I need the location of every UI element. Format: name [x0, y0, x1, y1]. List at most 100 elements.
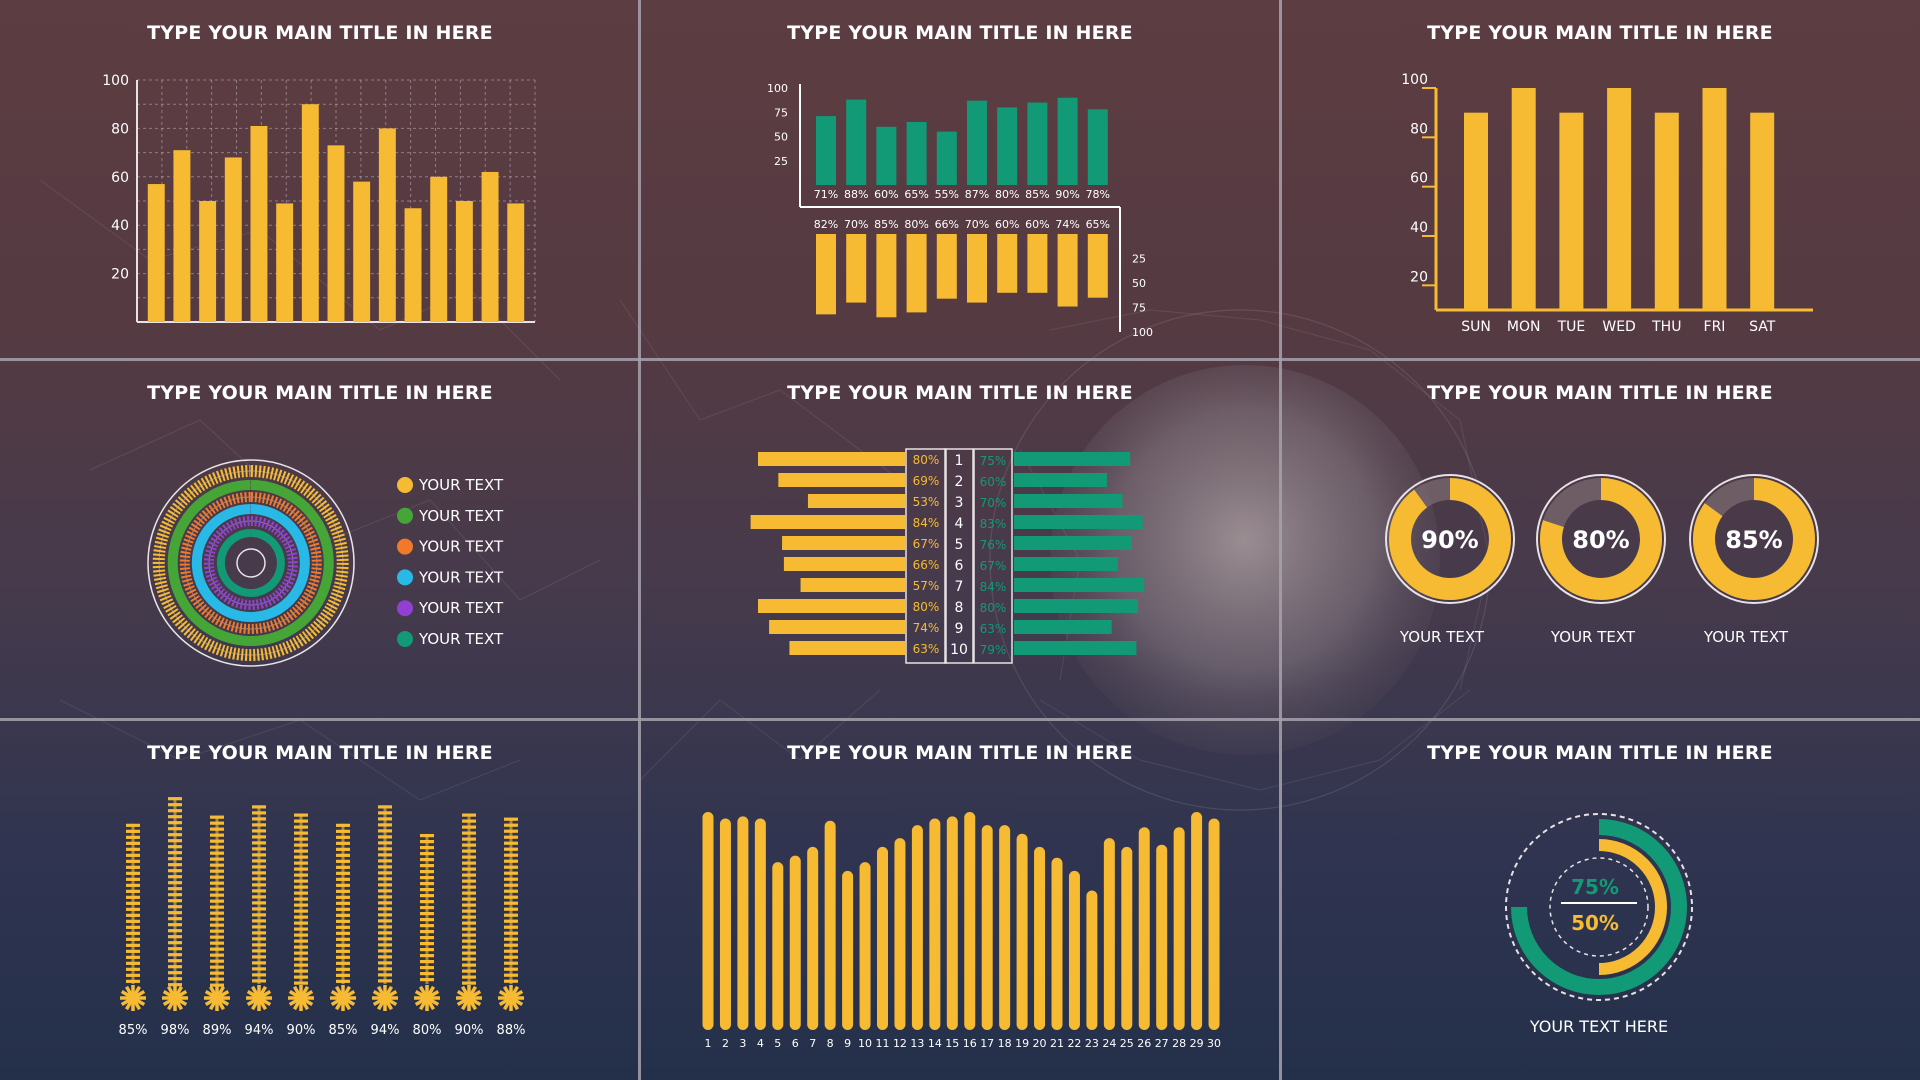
x-tick-label: 3 — [739, 1037, 746, 1050]
x-tick-label: 22 — [1067, 1037, 1081, 1050]
bulb-core — [380, 993, 390, 1003]
bar — [1702, 88, 1727, 310]
bar — [1750, 112, 1775, 311]
ring-arc — [167, 480, 334, 646]
bar — [353, 181, 371, 322]
x-tick-label: 2 — [722, 1037, 729, 1050]
bar-right — [1014, 452, 1131, 466]
bar-top — [906, 121, 927, 185]
bar-left — [750, 515, 906, 529]
data-label: 78% — [1086, 188, 1110, 201]
x-tick-label: 10 — [858, 1037, 872, 1050]
x-tick-label: 9 — [844, 1037, 851, 1050]
thermo-stem — [215, 815, 219, 984]
donut-outline — [1385, 474, 1515, 604]
bar — [702, 812, 714, 1030]
legend-dot — [397, 507, 413, 524]
bar — [430, 176, 448, 322]
panel-title: TYPE YOUR MAIN TITLE IN HERE — [147, 22, 493, 44]
panel-title: TYPE YOUR MAIN TITLE IN HERE — [147, 742, 493, 764]
bar-left — [783, 557, 906, 571]
y-tick-label: 80 — [111, 121, 129, 137]
y-tick-label: 80 — [1410, 121, 1428, 137]
category-label: 1 — [955, 453, 964, 469]
data-label: 90% — [1055, 188, 1079, 201]
data-label: 79% — [980, 643, 1007, 657]
x-tick-label: MON — [1507, 319, 1541, 335]
data-label: 65% — [904, 188, 928, 201]
sphere-decoration — [1050, 365, 1440, 755]
x-tick-label: 24 — [1102, 1037, 1116, 1050]
y-tick-label: 40 — [111, 218, 129, 234]
bulb-core — [422, 993, 432, 1003]
bar-left — [789, 641, 906, 655]
panel-radial: TYPE YOUR MAIN TITLE IN HERE YOUR TEXT YO… — [0, 360, 640, 720]
thermometer — [204, 815, 230, 1011]
donut-value: 85% — [1725, 526, 1782, 554]
bar-bottom — [1057, 234, 1078, 307]
bar — [455, 201, 473, 322]
legend-label: YOUR TEXT — [418, 507, 504, 525]
data-label: 67% — [980, 559, 1007, 573]
bar — [1191, 812, 1203, 1030]
ring-arc — [191, 504, 310, 622]
bar-right — [1014, 578, 1145, 592]
legend-dot — [397, 600, 413, 617]
bar-top — [876, 126, 897, 185]
thermometer — [120, 823, 146, 1011]
double-ring-gauge: 75% 50% YOUR TEXT HERE — [1505, 813, 1693, 1036]
bar — [378, 128, 396, 322]
y-tick-label: 100 — [1132, 326, 1153, 339]
ring-arc — [179, 492, 322, 634]
bar-bottom — [906, 234, 927, 313]
bar — [173, 150, 191, 322]
bar — [1208, 818, 1220, 1030]
bar — [842, 870, 854, 1030]
bar-top — [1087, 109, 1108, 185]
bar — [481, 171, 499, 322]
thermometer — [246, 805, 272, 1011]
thermo-stem — [509, 817, 513, 984]
bar — [1559, 112, 1584, 311]
x-tick-label: THU — [1651, 319, 1681, 335]
panel-title: TYPE YOUR MAIN TITLE IN HERE — [787, 382, 1133, 404]
thermometer — [162, 797, 188, 1011]
thermometer — [288, 813, 314, 1011]
bar — [507, 203, 525, 322]
x-tick-label: 28 — [1172, 1037, 1186, 1050]
bulb-core — [254, 993, 264, 1003]
panel-thermometers: TYPE YOUR MAIN TITLE IN HERE 85% 98% 89% 94… — [0, 720, 640, 1080]
bar — [719, 818, 731, 1030]
radial-ring-chart: YOUR TEXT YOUR TEXT YOUR TEXT YOUR TEXT YOUR… — [147, 459, 504, 667]
bar-right — [1014, 473, 1107, 487]
bar — [894, 838, 906, 1030]
bulb-core — [338, 993, 348, 1003]
data-label: 67% — [913, 537, 940, 551]
bar-bottom — [1027, 234, 1048, 293]
thermometer — [330, 823, 356, 1011]
panel-comparison: TYPE YOUR MAIN TITLE IN HERE 80% 1 75% 69% 2… — [640, 360, 1280, 720]
y-tick-label: 60 — [111, 170, 129, 186]
data-label: 66% — [935, 218, 959, 231]
bar — [911, 825, 923, 1030]
panel-donuts: TYPE YOUR MAIN TITLE IN HERE 90% YOUR TEX… — [1280, 360, 1920, 720]
bar — [877, 846, 888, 1030]
data-label: 88% — [844, 188, 868, 201]
y-tick-label: 20 — [1410, 269, 1428, 285]
category-label: 2 — [955, 474, 964, 490]
thermo-stem — [299, 813, 303, 984]
bar — [1173, 827, 1185, 1030]
thermometer — [414, 834, 440, 1011]
panel-bar-mirror: TYPE YOUR MAIN TITLE IN HERE 25 50 75 100 25… — [640, 0, 1280, 360]
data-label: 83% — [980, 517, 1007, 531]
data-label: 89% — [203, 1023, 232, 1038]
bar — [999, 825, 1011, 1030]
category-label: 6 — [955, 558, 964, 574]
bar — [147, 184, 165, 322]
bar-right — [1014, 536, 1132, 550]
panel-title: TYPE YOUR MAIN TITLE IN HERE — [147, 382, 493, 404]
category-label: 3 — [955, 495, 964, 511]
gauge-value: 75% — [1571, 875, 1619, 899]
data-label: 75% — [980, 454, 1007, 468]
bar-left — [758, 452, 906, 466]
